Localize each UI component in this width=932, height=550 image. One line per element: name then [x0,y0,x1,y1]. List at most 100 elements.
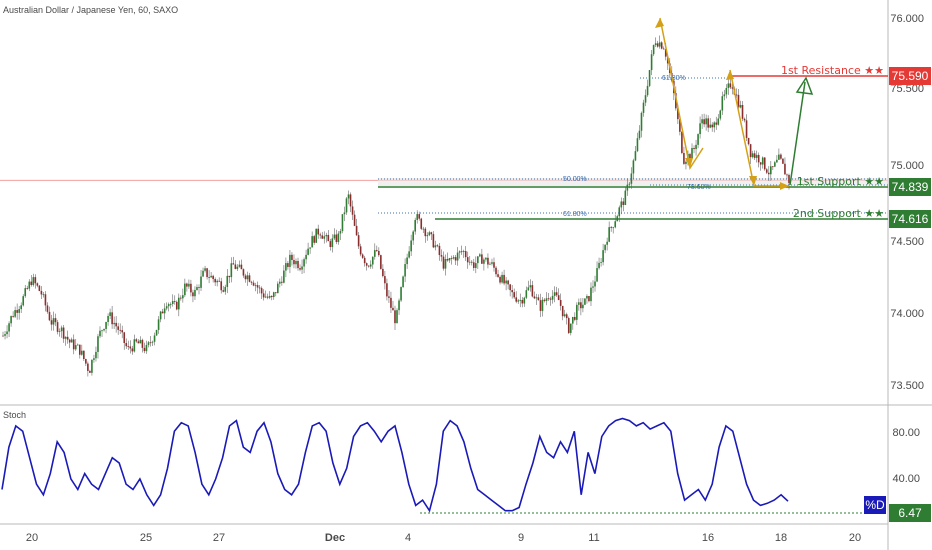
candle-body [535,297,538,299]
candle-body [428,232,431,236]
main-panel[interactable] [0,0,888,404]
candle-body [357,235,360,247]
candle-body [644,95,647,103]
candle-body [386,283,388,297]
candle-body [460,251,463,253]
candle-body [363,257,366,264]
time-tick-label: 16 [702,532,714,544]
candle-body [224,286,227,292]
candle-body [131,348,134,352]
candle-body [470,261,473,263]
candle-body [186,283,188,287]
candle-body [679,119,681,132]
candle-body [375,250,378,251]
candle-body [507,280,509,285]
candle-body [180,297,182,299]
candle-body [677,108,679,120]
support-1-label: 1st Support ★★ [797,175,884,188]
candle-body [693,148,695,150]
candle-body [355,225,358,236]
candle-body [299,268,301,270]
candle-body [614,221,617,228]
candle-body [695,144,697,150]
candle-body [774,162,776,167]
candle-body [173,300,176,302]
candle-body [264,296,267,298]
candle-body [42,294,45,296]
candle-body [759,162,762,165]
candle-body [610,227,612,228]
candle-body [489,263,491,265]
candle-body [788,174,790,183]
candle-body [192,292,194,297]
candle-body [307,248,309,255]
price-tick-label: 76.000 [890,13,924,25]
candle-body [240,264,243,270]
candle-body [701,119,703,124]
candle-body [741,105,744,119]
candle-body [319,234,322,236]
candle-body [396,310,398,324]
candle-body [222,290,225,292]
candle-body [135,339,138,342]
candle-body [622,201,625,205]
stoch-title: Stoch [3,410,26,420]
candle-body [515,297,518,302]
candle-body [604,244,606,251]
candle-body [537,297,540,301]
candle-body [16,310,18,313]
candle-body [321,235,324,239]
candle-body [74,345,77,350]
candle-body [254,285,257,286]
candle-body [598,262,600,269]
candle-body [402,276,404,288]
candle-body [101,330,103,332]
candle-body [214,279,216,283]
arrow-head [780,182,789,190]
candle-body [483,259,485,264]
candle-body [561,305,564,317]
candle-body [493,262,495,268]
candle-body [662,48,665,50]
candle-body [442,256,445,269]
candle-body [541,299,544,311]
candle-body [551,295,554,300]
candle-body [511,290,513,293]
time-tick-label: 18 [775,532,787,544]
candle-body [394,310,396,324]
candle-body [749,144,752,158]
resistance-price-badge [889,67,931,85]
candle-body [111,312,113,325]
candle-body [640,112,643,131]
candle-body [258,287,261,289]
candle-body [624,190,627,205]
candle-body [202,270,204,277]
candle-body [272,292,275,298]
candle-body [327,234,330,242]
candle-body [691,148,693,159]
candle-body [543,299,546,301]
candle-body [127,346,130,347]
candle-body [586,295,588,299]
candle-body [105,321,107,329]
candle-body [295,260,297,265]
stoch-panel[interactable] [0,406,888,524]
candle-body [18,309,20,313]
candle-body [311,236,313,248]
support-zone [378,178,888,186]
candle-body [784,163,786,175]
candle-body [337,233,340,243]
candle-body [30,281,33,285]
candle-body [495,267,497,275]
candle-body [147,342,150,345]
candle-body [479,254,481,257]
candle-body [87,363,89,371]
candle-body [244,275,247,280]
candle-body [464,251,467,258]
candle-body [569,323,572,333]
candle-body [398,300,400,311]
candle-body [681,131,683,153]
candle-body [452,257,455,259]
candle-body [76,344,79,346]
